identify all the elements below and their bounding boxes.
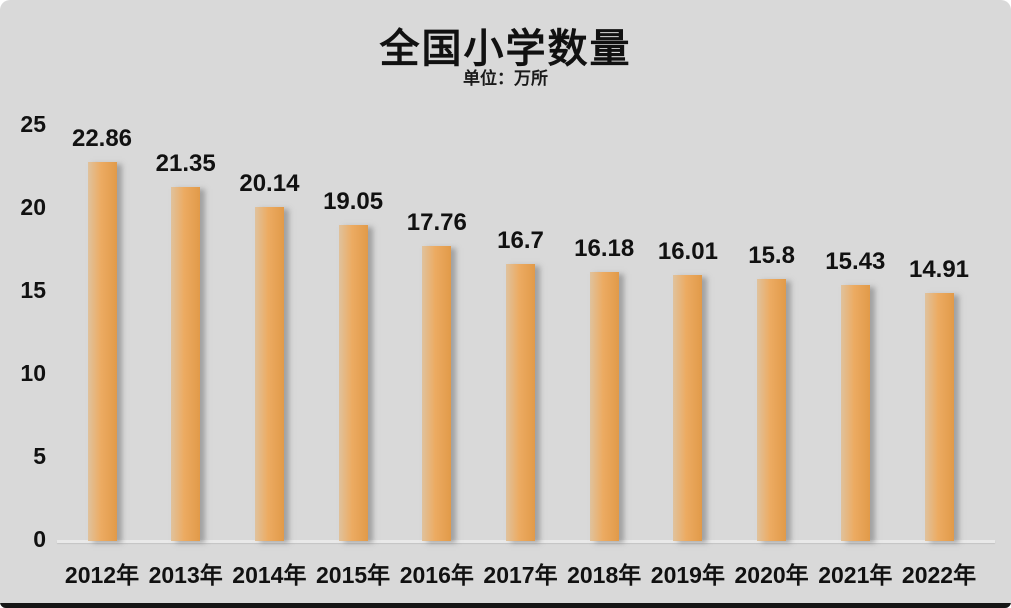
bar xyxy=(840,284,870,541)
bar xyxy=(589,272,619,541)
bar-value-label: 16.7 xyxy=(497,226,544,254)
x-axis-label: 2018年 xyxy=(567,562,642,588)
bar-value-label: 16.01 xyxy=(657,238,718,266)
x-axis-label: 2012年 xyxy=(64,562,140,588)
y-axis-tick-label: 10 xyxy=(20,360,46,386)
bar xyxy=(171,186,201,541)
bar xyxy=(338,224,368,541)
bar xyxy=(506,263,535,541)
x-axis-label: 2022年 xyxy=(901,562,977,588)
bar-value-label: 21.35 xyxy=(155,149,216,177)
bar-value-label: 15.8 xyxy=(748,241,795,269)
bar-value-label: 17.76 xyxy=(406,209,467,237)
bar-value-label: 19.05 xyxy=(323,187,384,215)
chart-unit-label: 单位：万所 xyxy=(463,69,548,88)
y-axis-tick-label: 25 xyxy=(20,111,46,137)
bar xyxy=(87,161,117,541)
y-axis-tick-label: 0 xyxy=(33,526,46,552)
y-axis-tick-label: 5 xyxy=(33,443,46,469)
x-axis-label: 2019年 xyxy=(650,562,725,588)
y-axis-tick-label: 15 xyxy=(20,277,46,303)
bar-value-label: 16.18 xyxy=(574,235,635,263)
bar-value-label: 15.43 xyxy=(825,247,886,275)
bar-value-label: 20.14 xyxy=(239,169,300,197)
x-axis-label: 2015年 xyxy=(316,562,391,588)
x-axis-label: 2017年 xyxy=(483,562,558,588)
x-axis-label: 2016年 xyxy=(399,562,474,588)
bottom-edge-bar xyxy=(0,603,1011,608)
y-axis-tick-label: 20 xyxy=(20,194,46,220)
chart-title: 全国小学数量 xyxy=(379,27,632,71)
x-axis-line xyxy=(57,540,995,543)
bar xyxy=(673,275,703,541)
bar xyxy=(757,278,787,541)
x-axis-label: 2020年 xyxy=(734,562,809,588)
bar xyxy=(924,293,954,541)
bar xyxy=(422,246,452,541)
bar xyxy=(254,206,284,541)
bar-value-label: 22.86 xyxy=(71,124,133,152)
x-axis-label: 2014年 xyxy=(232,562,307,588)
x-axis-label: 2013年 xyxy=(148,562,223,588)
bar-value-label: 14.91 xyxy=(908,256,970,284)
x-axis-label: 2021年 xyxy=(818,562,893,588)
